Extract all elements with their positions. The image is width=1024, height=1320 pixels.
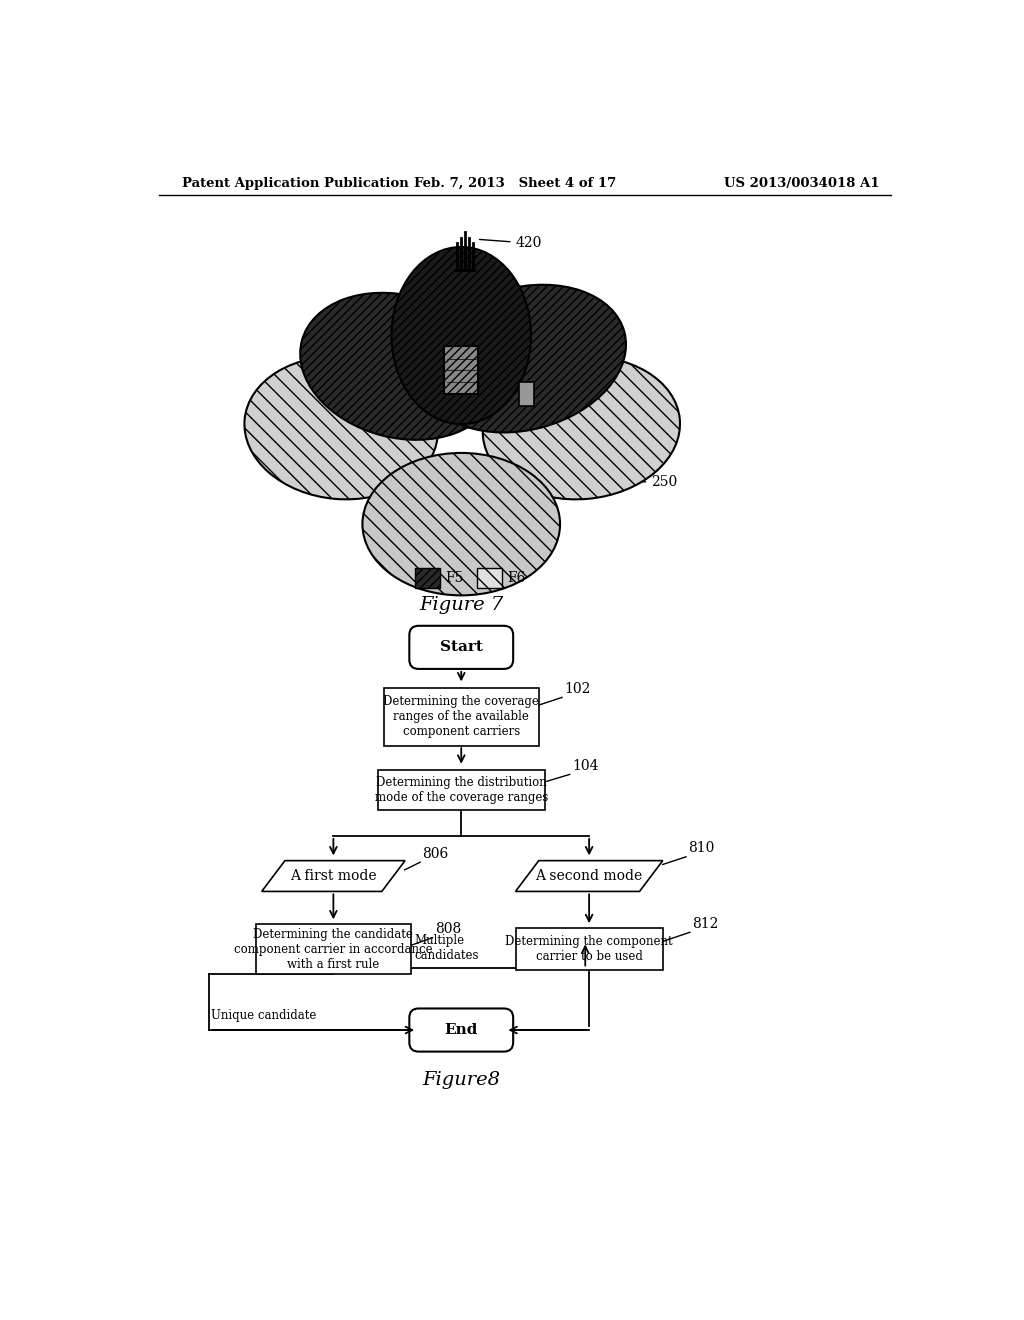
Ellipse shape (482, 356, 680, 499)
Text: Unique candidate: Unique candidate (211, 1010, 316, 1022)
Polygon shape (262, 861, 406, 891)
Text: Determining the component
carrier to be used: Determining the component carrier to be … (505, 935, 673, 964)
Text: Start: Start (440, 640, 482, 655)
FancyBboxPatch shape (378, 770, 545, 810)
Text: Determining the distribution
mode of the coverage ranges: Determining the distribution mode of the… (375, 776, 548, 804)
Text: F5: F5 (445, 572, 464, 585)
Text: 102: 102 (564, 682, 591, 696)
FancyBboxPatch shape (256, 924, 411, 974)
Text: 810: 810 (688, 841, 715, 855)
Text: Determining the candidate
component carrier in accordance
with a first rule: Determining the candidate component carr… (234, 928, 433, 970)
Text: Figure8: Figure8 (422, 1071, 501, 1089)
FancyBboxPatch shape (515, 928, 663, 970)
Text: F6: F6 (508, 572, 526, 585)
Polygon shape (515, 861, 663, 891)
Ellipse shape (421, 285, 626, 433)
FancyBboxPatch shape (410, 1008, 513, 1052)
FancyBboxPatch shape (415, 568, 439, 589)
Text: Figure 7: Figure 7 (419, 597, 504, 614)
Text: 104: 104 (572, 759, 599, 774)
FancyBboxPatch shape (384, 688, 539, 746)
Ellipse shape (391, 247, 531, 424)
Text: End: End (444, 1023, 478, 1038)
Text: 808: 808 (435, 923, 461, 936)
Text: Determining the coverage
ranges of the available
component carriers: Determining the coverage ranges of the a… (383, 696, 540, 738)
Text: 806: 806 (423, 846, 449, 861)
Text: A second mode: A second mode (536, 869, 643, 883)
Text: 420: 420 (479, 236, 542, 249)
Text: Multiple
candidates: Multiple candidates (415, 935, 479, 962)
Text: A first mode: A first mode (290, 869, 377, 883)
Text: 250: 250 (642, 475, 677, 488)
Text: Patent Application Publication: Patent Application Publication (182, 177, 409, 190)
Text: US 2013/0034018 A1: US 2013/0034018 A1 (724, 177, 880, 190)
FancyBboxPatch shape (444, 346, 478, 395)
FancyBboxPatch shape (477, 568, 502, 589)
Ellipse shape (362, 453, 560, 595)
Text: 812: 812 (692, 916, 719, 931)
Ellipse shape (300, 293, 499, 440)
Ellipse shape (245, 356, 438, 499)
Text: Feb. 7, 2013   Sheet 4 of 17: Feb. 7, 2013 Sheet 4 of 17 (415, 177, 616, 190)
FancyBboxPatch shape (518, 383, 535, 405)
FancyBboxPatch shape (410, 626, 513, 669)
